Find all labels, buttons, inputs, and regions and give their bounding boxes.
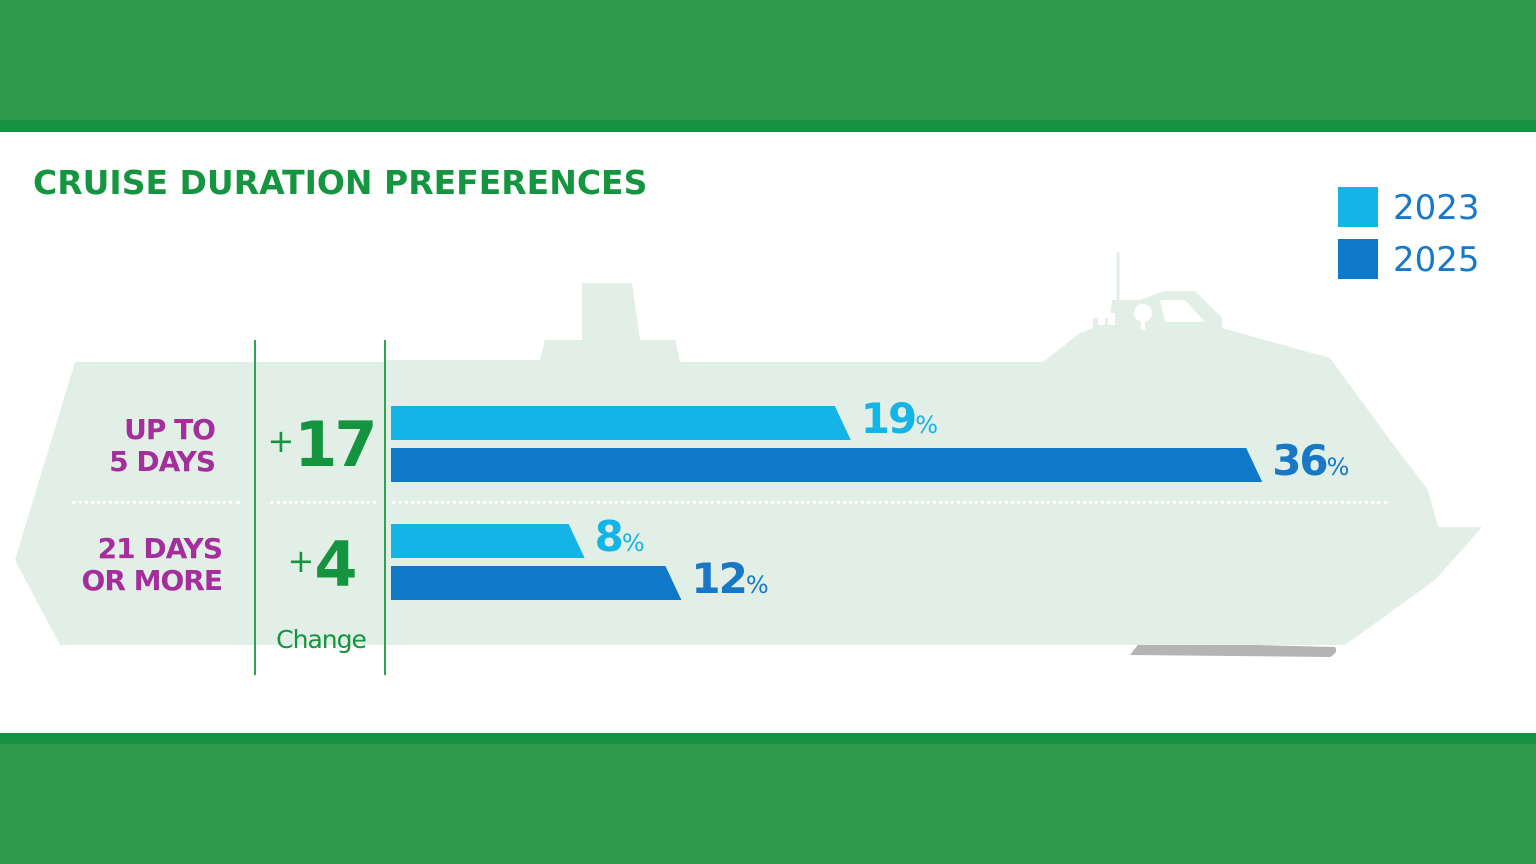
change-number-long: 4 [314,528,357,601]
top-green-band [0,0,1536,120]
category-label-long-line-1: 21 DAYS [97,532,223,565]
value-label-short-2023: 19% [861,394,938,443]
bar-long-2025 [391,566,682,600]
change-sign-long: + [287,542,315,580]
category-label-long: 21 DAYS OR MORE [81,532,223,597]
change-value-short: +17 [262,408,380,481]
value-percent-sign: % [621,529,645,557]
value-percent-sign: % [1326,453,1350,481]
legend-swatch-2023 [1338,187,1378,227]
top-green-stripe [0,120,1536,132]
value-label-long-2023: 8% [595,512,645,561]
value-percent-sign: % [915,411,939,439]
legend-label-2025: 2025 [1393,240,1480,280]
legend-label-2023: 2023 [1393,188,1480,228]
category-label-long-line-2: OR MORE [81,564,223,597]
bar-short-2023 [391,406,851,440]
value-label-short-2025: 36% [1272,436,1349,485]
bottom-green-band [0,744,1536,864]
divider-left [254,340,256,675]
change-label: Change [276,625,367,654]
category-label-short: UP TO 5 DAYS [109,413,216,478]
value-number: 8 [594,512,624,561]
value-number: 36 [1272,436,1328,485]
category-label-short-line-2: 5 DAYS [109,445,216,478]
value-percent-sign: % [745,571,769,599]
value-label-long-2025: 12% [691,554,768,603]
bar-short-2025 [391,448,1263,482]
chart-title: CRUISE DURATION PREFERENCES [33,163,648,202]
separator-dots-bars [392,501,1387,504]
bar-long-2023 [391,524,585,558]
change-number-short: 17 [294,408,377,481]
separator-dots-labels [72,501,240,504]
bottom-green-stripe [0,733,1536,744]
change-sign-short: + [267,422,295,460]
legend-swatch-2025 [1338,239,1378,279]
change-value-long: +4 [262,528,380,601]
divider-right [384,340,386,675]
separator-dots-change [270,501,376,504]
value-number: 12 [691,554,747,603]
category-label-short-line-1: UP TO [124,413,216,446]
value-number: 19 [860,394,917,443]
